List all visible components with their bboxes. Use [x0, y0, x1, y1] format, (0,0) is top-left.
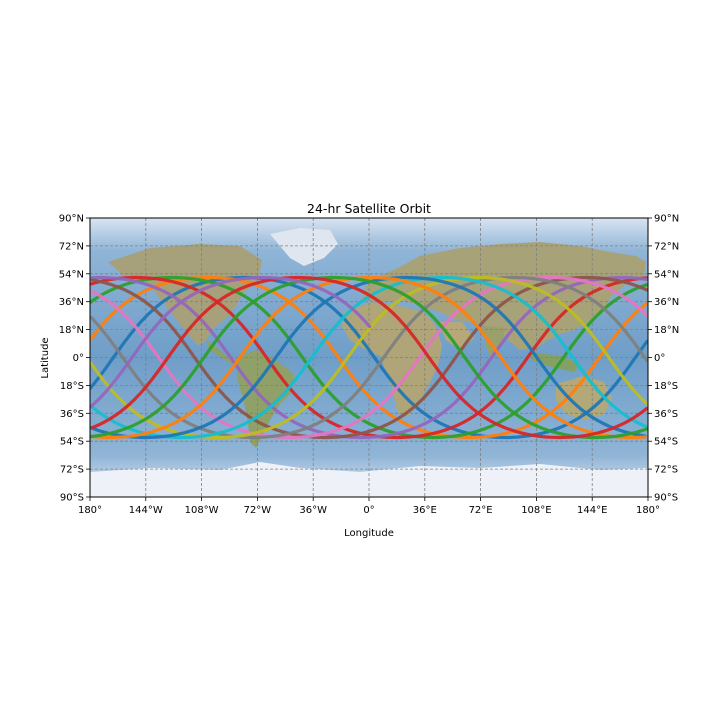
landmass-australia: [556, 376, 612, 420]
x-tick-label: 144°E: [577, 505, 607, 516]
landmass-north-america: [108, 244, 262, 346]
y-tick-label-left: 18°N: [59, 325, 84, 336]
y-tick-label-left: 72°N: [59, 241, 84, 252]
orbit-segment: [90, 275, 648, 440]
x-tick-label: 36°W: [299, 505, 327, 516]
y-tick-label-right: 36°S: [654, 409, 678, 420]
y-tick-label-right: 0°: [654, 353, 665, 364]
x-tick-label: 36°E: [413, 505, 437, 516]
x-tick-label: 144°W: [129, 505, 163, 516]
landmass-eurasia: [362, 242, 646, 350]
y-tick-label-right: 54°N: [654, 269, 679, 280]
landmass-greenland: [270, 228, 338, 266]
x-tick-label: 108°W: [185, 505, 219, 516]
y-tick-label-right: 72°N: [654, 241, 679, 252]
landmass-india: [482, 326, 506, 360]
y-tick-label-left: 36°N: [59, 297, 84, 308]
landmass-southeast-asia: [530, 352, 580, 372]
x-tick-label: 180°: [78, 505, 102, 516]
y-tick-label-right: 36°N: [654, 297, 679, 308]
y-tick-label-right: 90°N: [654, 214, 679, 225]
x-tick-label: 72°W: [244, 505, 272, 516]
orbit-segment: [90, 275, 648, 440]
y-tick-label-left: 36°S: [60, 409, 84, 420]
orbit-segment: [90, 275, 648, 440]
y-tick-label-right: 90°S: [654, 493, 678, 504]
orbit-segment: [90, 275, 647, 440]
y-tick-label-right: 18°N: [654, 325, 679, 336]
orbit-segment: [90, 275, 372, 409]
y-tick-label-left: 72°S: [60, 465, 84, 476]
y-tick-label-left: 54°N: [59, 269, 84, 280]
orbit-segment: [90, 275, 648, 440]
y-tick-label-left: 0°: [73, 353, 84, 364]
y-tick-label-left: 90°S: [60, 493, 84, 504]
x-tick-label: 180°: [636, 505, 660, 516]
x-tick-label: 72°E: [469, 505, 493, 516]
orbit-track: [90, 275, 648, 440]
orbit-segment: [90, 275, 648, 440]
orbit-segment: [90, 275, 648, 440]
axis-ticks: 180° 144°W 108°W 72°W 36°W 0° 36°E 72°E 108°E 144…: [59, 214, 679, 517]
y-tick-label-left: 18°S: [60, 381, 84, 392]
x-tick-label: 0°: [363, 505, 374, 516]
x-axis-label: Longitude: [344, 528, 394, 539]
y-tick-label-right: 18°S: [654, 381, 678, 392]
y-axis-label: Latitude: [40, 337, 51, 378]
orbit-segment: [90, 275, 648, 440]
y-tick-label-right: 72°S: [654, 465, 678, 476]
x-tick-label: 108°E: [521, 505, 551, 516]
y-tick-label-left: 90°N: [59, 214, 84, 225]
y-tick-label-left: 54°S: [60, 437, 84, 448]
y-tick-label-right: 54°S: [654, 437, 678, 448]
chart-title: 24-hr Satellite Orbit: [307, 201, 431, 216]
